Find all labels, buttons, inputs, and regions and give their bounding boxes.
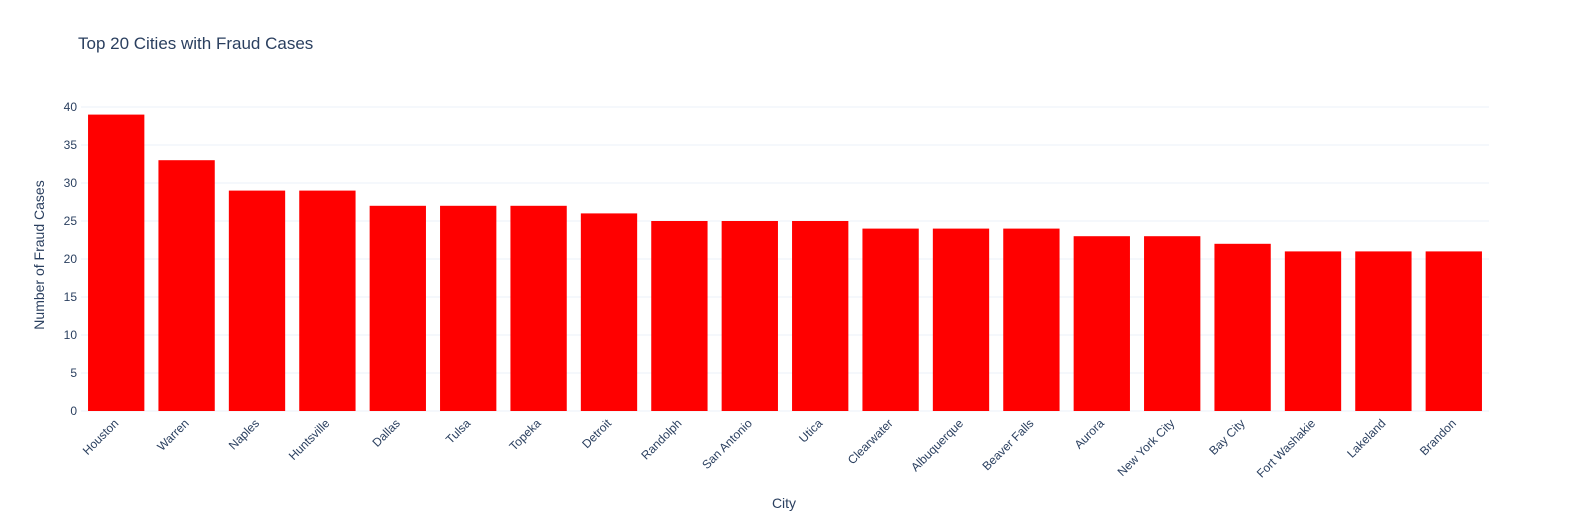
x-tick-label: Lakeland [1344, 416, 1388, 460]
bar[interactable] [932, 228, 990, 411]
x-tick-layer: Houston Warren Naples Huntsville Dallas Tulsa… [80, 416, 1459, 481]
x-axis-title: City [772, 495, 796, 511]
x-tick-label: Topeka [506, 416, 543, 453]
y-tick-layer: 0 5 10 15 20 25 30 35 40 [64, 100, 78, 418]
bar[interactable] [1284, 251, 1342, 411]
y-tick-label: 5 [70, 366, 77, 380]
bar[interactable] [369, 205, 426, 411]
x-tick-label: Tulsa [443, 416, 474, 447]
y-tick-label: 35 [64, 138, 78, 152]
bar[interactable] [299, 190, 356, 411]
x-tick-label: Beaver Falls [979, 416, 1036, 473]
bar[interactable] [1144, 236, 1201, 411]
x-tick-label: Fort Washakie [1254, 416, 1319, 481]
bar[interactable] [510, 205, 567, 411]
bar[interactable] [580, 213, 638, 411]
y-tick-label: 40 [64, 100, 78, 114]
bar[interactable] [1003, 228, 1060, 411]
bar[interactable] [88, 114, 145, 411]
bar[interactable] [792, 221, 849, 411]
y-tick-label: 30 [64, 176, 78, 190]
x-tick-label: Clearwater [845, 416, 896, 467]
x-tick-label: Albuquerque [908, 416, 966, 474]
bar[interactable] [440, 205, 497, 411]
bar[interactable] [862, 228, 919, 411]
y-tick-label: 0 [70, 404, 77, 418]
y-tick-label: 20 [64, 252, 78, 266]
x-tick-label: Randolph [638, 416, 684, 462]
x-tick-label: Huntsville [286, 416, 333, 463]
bar-layer [88, 114, 1482, 411]
y-tick-label: 10 [64, 328, 78, 342]
bar[interactable] [1073, 236, 1130, 411]
bar[interactable] [228, 190, 286, 411]
bar[interactable] [158, 160, 215, 411]
x-tick-label: New York City [1115, 416, 1178, 479]
bar[interactable] [1425, 251, 1482, 411]
y-axis-title: Number of Fraud Cases [31, 180, 47, 329]
x-tick-label: Naples [226, 416, 262, 452]
x-tick-label: Detroit [579, 416, 614, 451]
x-tick-label: Brandon [1417, 416, 1459, 458]
bar[interactable] [651, 221, 708, 411]
x-tick-label: Utica [796, 416, 825, 445]
bar[interactable] [1214, 243, 1271, 411]
x-tick-label: Warren [154, 416, 191, 453]
grid-layer [81, 106, 1489, 412]
y-tick-label: 15 [64, 290, 78, 304]
chart-title: Top 20 Cities with Fraud Cases [78, 34, 313, 53]
x-tick-label: Houston [80, 416, 122, 458]
x-tick-label: San Antonio [699, 416, 755, 472]
x-tick-label: Aurora [1072, 416, 1108, 452]
x-tick-label: Bay City [1206, 416, 1247, 457]
bar[interactable] [721, 221, 778, 411]
x-tick-label: Dallas [369, 416, 402, 449]
y-tick-label: 25 [64, 214, 78, 228]
bar[interactable] [1355, 251, 1412, 411]
